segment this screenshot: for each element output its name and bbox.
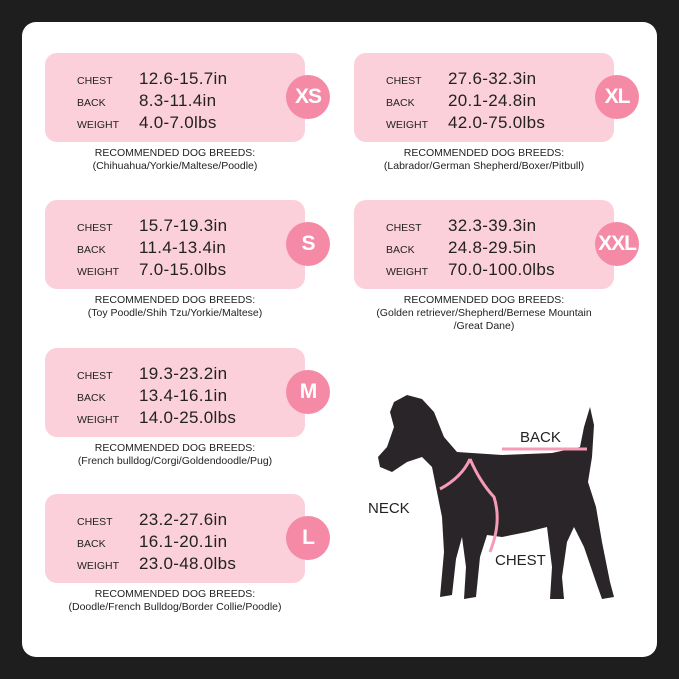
back-row: BACK 13.4-16.1in: [77, 384, 297, 406]
chest-value: 15.7-19.3in: [139, 216, 228, 235]
measurement-box: CHEST 27.6-32.3in BACK 20.1-24.8in WEIGHT 42.…: [354, 53, 614, 142]
weight-value: 42.0-75.0lbs: [448, 113, 546, 132]
recommended-heading: RECOMMENDED DOG BREEDS:: [403, 294, 565, 306]
size-badge: XL: [595, 75, 639, 119]
recommended-heading: RECOMMENDED DOG BREEDS:: [94, 442, 256, 454]
chest-row: CHEST 12.6-15.7in: [77, 67, 297, 89]
chest-value: 27.6-32.3in: [448, 69, 537, 88]
back-value: 11.4-13.4in: [139, 238, 227, 257]
recommended-breeds: RECOMMENDED DOG BREEDS: (Golden retriever…: [344, 294, 624, 333]
measurement-box: CHEST 12.6-15.7in BACK 8.3-11.4in WEIGHT 4.0-…: [45, 53, 305, 142]
chest-label: CHEST: [495, 552, 546, 569]
breed-list: (Chihuahua/Yorkie/Maltese/Poodle): [92, 160, 258, 172]
weight-value: 14.0-25.0lbs: [139, 408, 237, 427]
measurement-box: CHEST 19.3-23.2in BACK 13.4-16.1in WEIGHT 14.…: [45, 348, 305, 437]
chest-label: CHEST: [386, 222, 422, 234]
weight-value: 70.0-100.0lbs: [448, 260, 555, 279]
chest-row: CHEST 27.6-32.3in: [386, 67, 606, 89]
chest-row: CHEST 15.7-19.3in: [77, 214, 297, 236]
weight-row: WEIGHT 23.0-48.0lbs: [77, 552, 297, 574]
measurement-box: CHEST 15.7-19.3in BACK 11.4-13.4in WEIGHT 7.0…: [45, 200, 305, 289]
back-row: BACK 8.3-11.4in: [77, 89, 297, 111]
breed-list: (Doodle/French Bulldog/Border Collie/Poo…: [68, 601, 282, 613]
weight-row: WEIGHT 4.0-7.0lbs: [77, 111, 297, 133]
weight-row: WEIGHT 14.0-25.0lbs: [77, 406, 297, 428]
chest-value: 12.6-15.7in: [139, 69, 228, 88]
recommended-heading: RECOMMENDED DOG BREEDS:: [94, 294, 256, 306]
back-value: 24.8-29.5in: [448, 238, 537, 257]
back-row: BACK 24.8-29.5in: [386, 236, 606, 258]
back-label: BACK: [77, 244, 106, 256]
weight-label: WEIGHT: [77, 119, 119, 131]
weight-label: WEIGHT: [77, 560, 119, 572]
weight-row: WEIGHT 70.0-100.0lbs: [386, 258, 606, 280]
back-value: 8.3-11.4in: [139, 91, 217, 110]
size-chart-card: BACK NECK CHEST CHEST 12.6-15.7in BACK 8.3-…: [22, 22, 657, 657]
back-label: BACK: [77, 538, 106, 550]
dog-silhouette-icon: [378, 395, 614, 599]
back-label: BACK: [520, 429, 561, 446]
chest-label: CHEST: [77, 516, 113, 528]
back-value: 20.1-24.8in: [448, 91, 537, 110]
weight-value: 7.0-15.0lbs: [139, 260, 227, 279]
chest-row: CHEST 19.3-23.2in: [77, 362, 297, 384]
chest-label: CHEST: [77, 370, 113, 382]
recommended-breeds: RECOMMENDED DOG BREEDS: (Doodle/French Bu…: [35, 588, 315, 614]
breed-list: (Labrador/German Shepherd/Boxer/Pitbull): [383, 160, 585, 172]
dog-measurement-diagram: BACK NECK CHEST: [352, 367, 632, 622]
size-badge: S: [286, 222, 330, 266]
weight-label: WEIGHT: [386, 119, 428, 131]
breed-list: (French bulldog/Corgi/Goldendoodle/Pug): [77, 455, 273, 467]
back-value: 16.1-20.1in: [139, 532, 228, 551]
recommended-breeds: RECOMMENDED DOG BREEDS: (French bulldog/C…: [35, 442, 315, 468]
chest-label: CHEST: [77, 75, 113, 87]
size-badge: M: [286, 370, 330, 414]
weight-label: WEIGHT: [386, 266, 428, 278]
chest-value: 23.2-27.6in: [139, 510, 228, 529]
chest-value: 32.3-39.3in: [448, 216, 537, 235]
recommended-heading: RECOMMENDED DOG BREEDS:: [94, 147, 256, 159]
back-label: BACK: [77, 392, 106, 404]
recommended-heading: RECOMMENDED DOG BREEDS:: [94, 588, 256, 600]
back-row: BACK 20.1-24.8in: [386, 89, 606, 111]
recommended-breeds: RECOMMENDED DOG BREEDS: (Chihuahua/Yorkie…: [35, 147, 315, 173]
breed-list: (Golden retriever/Shepherd/Bernese Mount…: [376, 307, 592, 319]
breed-list: (Toy Poodle/Shih Tzu/Yorkie/Maltese): [87, 307, 263, 319]
measurement-box: CHEST 32.3-39.3in BACK 24.8-29.5in WEIGHT 70.…: [354, 200, 614, 289]
size-badge: XXL: [595, 222, 639, 266]
chest-label: CHEST: [386, 75, 422, 87]
back-value: 13.4-16.1in: [139, 386, 228, 405]
weight-row: WEIGHT 7.0-15.0lbs: [77, 258, 297, 280]
recommended-breeds: RECOMMENDED DOG BREEDS: (Labrador/German …: [344, 147, 624, 173]
back-label: BACK: [386, 97, 415, 109]
weight-value: 23.0-48.0lbs: [139, 554, 237, 573]
chest-value: 19.3-23.2in: [139, 364, 228, 383]
measurement-box: CHEST 23.2-27.6in BACK 16.1-20.1in WEIGHT 23.…: [45, 494, 305, 583]
back-row: BACK 11.4-13.4in: [77, 236, 297, 258]
neck-label: NECK: [368, 500, 410, 517]
size-badge: XS: [286, 75, 330, 119]
weight-value: 4.0-7.0lbs: [139, 113, 217, 132]
back-label: BACK: [77, 97, 106, 109]
chest-row: CHEST 32.3-39.3in: [386, 214, 606, 236]
breed-list: /Great Dane): [453, 320, 515, 332]
recommended-heading: RECOMMENDED DOG BREEDS:: [403, 147, 565, 159]
weight-row: WEIGHT 42.0-75.0lbs: [386, 111, 606, 133]
weight-label: WEIGHT: [77, 266, 119, 278]
size-badge: L: [286, 516, 330, 560]
chest-label: CHEST: [77, 222, 113, 234]
recommended-breeds: RECOMMENDED DOG BREEDS: (Toy Poodle/Shih …: [35, 294, 315, 320]
back-label: BACK: [386, 244, 415, 256]
back-row: BACK 16.1-20.1in: [77, 530, 297, 552]
weight-label: WEIGHT: [77, 414, 119, 426]
chest-row: CHEST 23.2-27.6in: [77, 508, 297, 530]
